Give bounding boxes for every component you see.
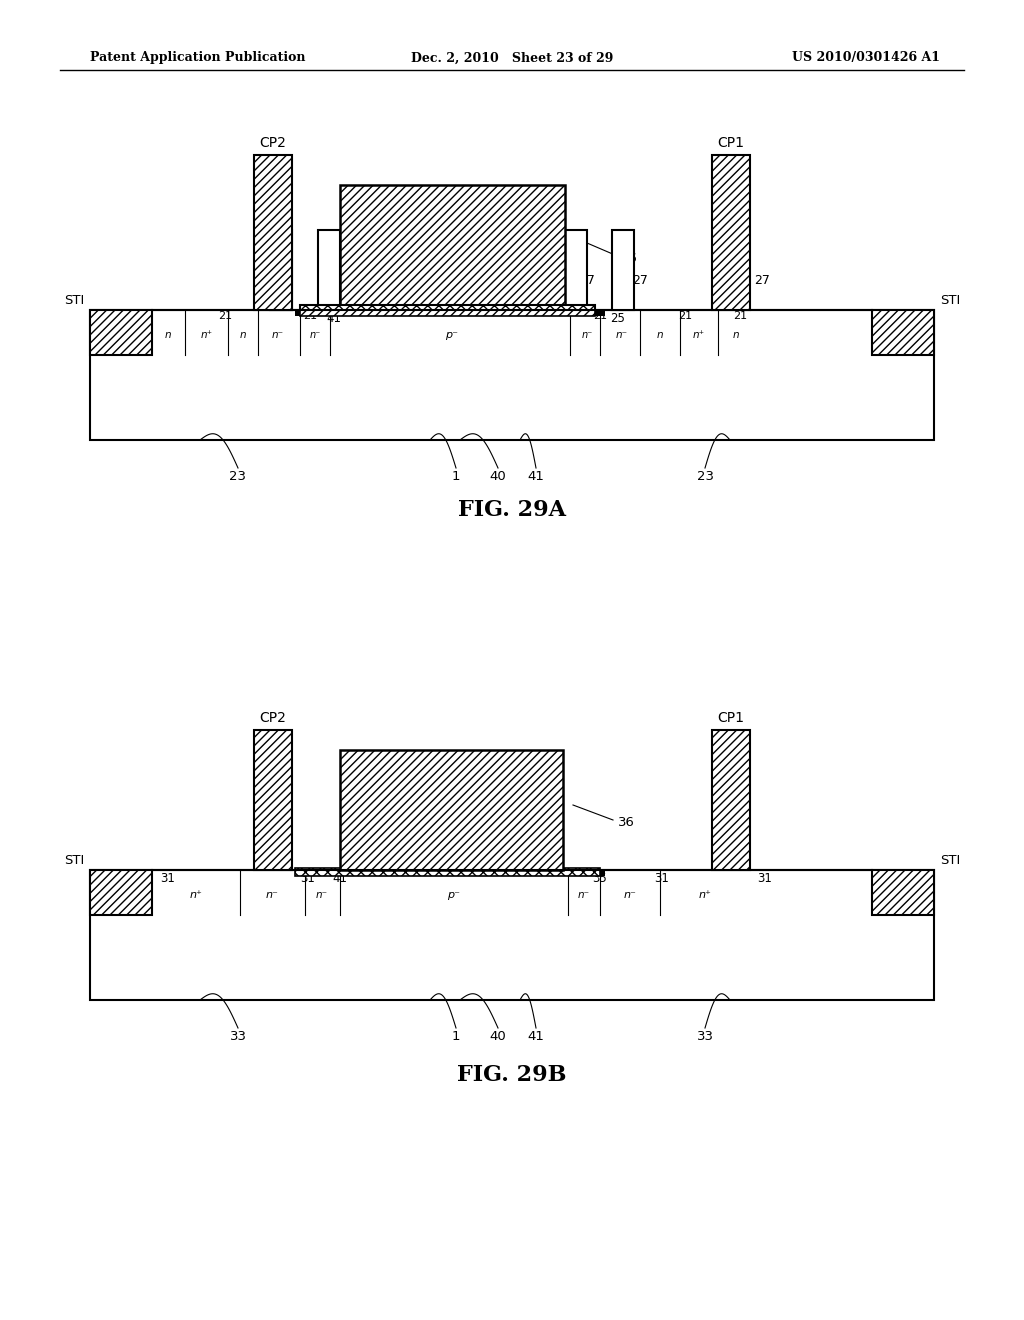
- Text: 27: 27: [754, 273, 770, 286]
- Text: CP1: CP1: [718, 711, 744, 725]
- Text: n⁺: n⁺: [698, 891, 712, 900]
- Text: 27: 27: [718, 273, 734, 286]
- Text: 21: 21: [218, 312, 232, 321]
- Bar: [90, 310, 934, 440]
- Text: 23: 23: [696, 470, 714, 483]
- Text: 40: 40: [489, 1031, 507, 1044]
- Text: n⁻: n⁻: [265, 891, 279, 900]
- Text: 21: 21: [593, 312, 607, 321]
- Bar: [90, 870, 934, 1001]
- Text: p⁻: p⁻: [445, 330, 459, 341]
- Bar: [340, 750, 563, 870]
- Text: 31: 31: [301, 871, 315, 884]
- Text: n⁻: n⁻: [316, 891, 328, 900]
- Text: n⁻: n⁻: [582, 330, 593, 341]
- Bar: [318, 230, 340, 310]
- Bar: [295, 870, 605, 876]
- Text: CP1: CP1: [718, 136, 744, 150]
- Text: n: n: [733, 330, 739, 341]
- Bar: [295, 869, 600, 876]
- Text: 31: 31: [654, 871, 670, 884]
- Text: n⁻: n⁻: [624, 891, 637, 900]
- Text: 25: 25: [610, 312, 626, 325]
- Text: 27: 27: [632, 273, 648, 286]
- Text: 41: 41: [527, 1031, 545, 1044]
- Bar: [712, 154, 750, 310]
- Text: CP2: CP2: [259, 136, 287, 150]
- Text: 21: 21: [303, 312, 317, 321]
- Text: 41: 41: [333, 871, 347, 884]
- Bar: [90, 310, 152, 355]
- Text: 35: 35: [593, 871, 607, 884]
- Text: STI: STI: [63, 293, 84, 306]
- Text: 41: 41: [327, 312, 341, 325]
- Text: FIG. 29B: FIG. 29B: [458, 1064, 566, 1086]
- Text: 31: 31: [161, 871, 175, 884]
- Text: 27: 27: [254, 273, 270, 286]
- Text: n⁻: n⁻: [309, 330, 321, 341]
- Bar: [872, 870, 934, 915]
- Text: p⁻: p⁻: [447, 891, 461, 900]
- Text: n⁺: n⁺: [693, 330, 706, 341]
- Bar: [612, 230, 634, 310]
- Bar: [254, 154, 292, 310]
- Text: US 2010/0301426 A1: US 2010/0301426 A1: [792, 51, 940, 65]
- Text: Patent Application Publication: Patent Application Publication: [90, 51, 305, 65]
- Text: STI: STI: [63, 854, 84, 866]
- Bar: [270, 230, 292, 310]
- Text: 40: 40: [489, 470, 507, 483]
- Bar: [340, 185, 565, 305]
- Text: 31: 31: [758, 871, 772, 884]
- Text: n⁻: n⁻: [578, 891, 590, 900]
- Text: 27: 27: [318, 273, 334, 286]
- Text: n⁻: n⁻: [272, 330, 284, 341]
- Text: n: n: [656, 330, 664, 341]
- Text: 36: 36: [618, 817, 635, 829]
- Bar: [295, 310, 605, 315]
- Text: 1: 1: [452, 470, 460, 483]
- Text: STI: STI: [940, 854, 961, 866]
- Text: 41: 41: [527, 470, 545, 483]
- Bar: [254, 730, 292, 870]
- Text: STI: STI: [940, 293, 961, 306]
- Bar: [712, 730, 750, 870]
- Text: Dec. 2, 2010   Sheet 23 of 29: Dec. 2, 2010 Sheet 23 of 29: [411, 51, 613, 65]
- Text: n⁺: n⁺: [189, 891, 203, 900]
- Text: 1: 1: [452, 1031, 460, 1044]
- Bar: [300, 305, 595, 310]
- Text: FIG. 29A: FIG. 29A: [458, 499, 566, 521]
- Text: 27: 27: [579, 273, 595, 286]
- Text: 33: 33: [229, 1031, 247, 1044]
- Text: n: n: [165, 330, 171, 341]
- Text: 26: 26: [620, 252, 637, 264]
- Bar: [90, 870, 152, 915]
- Text: 33: 33: [696, 1031, 714, 1044]
- Text: CP2: CP2: [259, 711, 287, 725]
- Bar: [872, 310, 934, 355]
- Text: 21: 21: [733, 312, 748, 321]
- Text: 21: 21: [678, 312, 692, 321]
- Bar: [565, 230, 587, 310]
- Text: n: n: [240, 330, 247, 341]
- Text: n⁻: n⁻: [616, 330, 628, 341]
- Bar: [300, 308, 595, 315]
- Text: n⁺: n⁺: [201, 330, 213, 341]
- Text: 23: 23: [229, 470, 247, 483]
